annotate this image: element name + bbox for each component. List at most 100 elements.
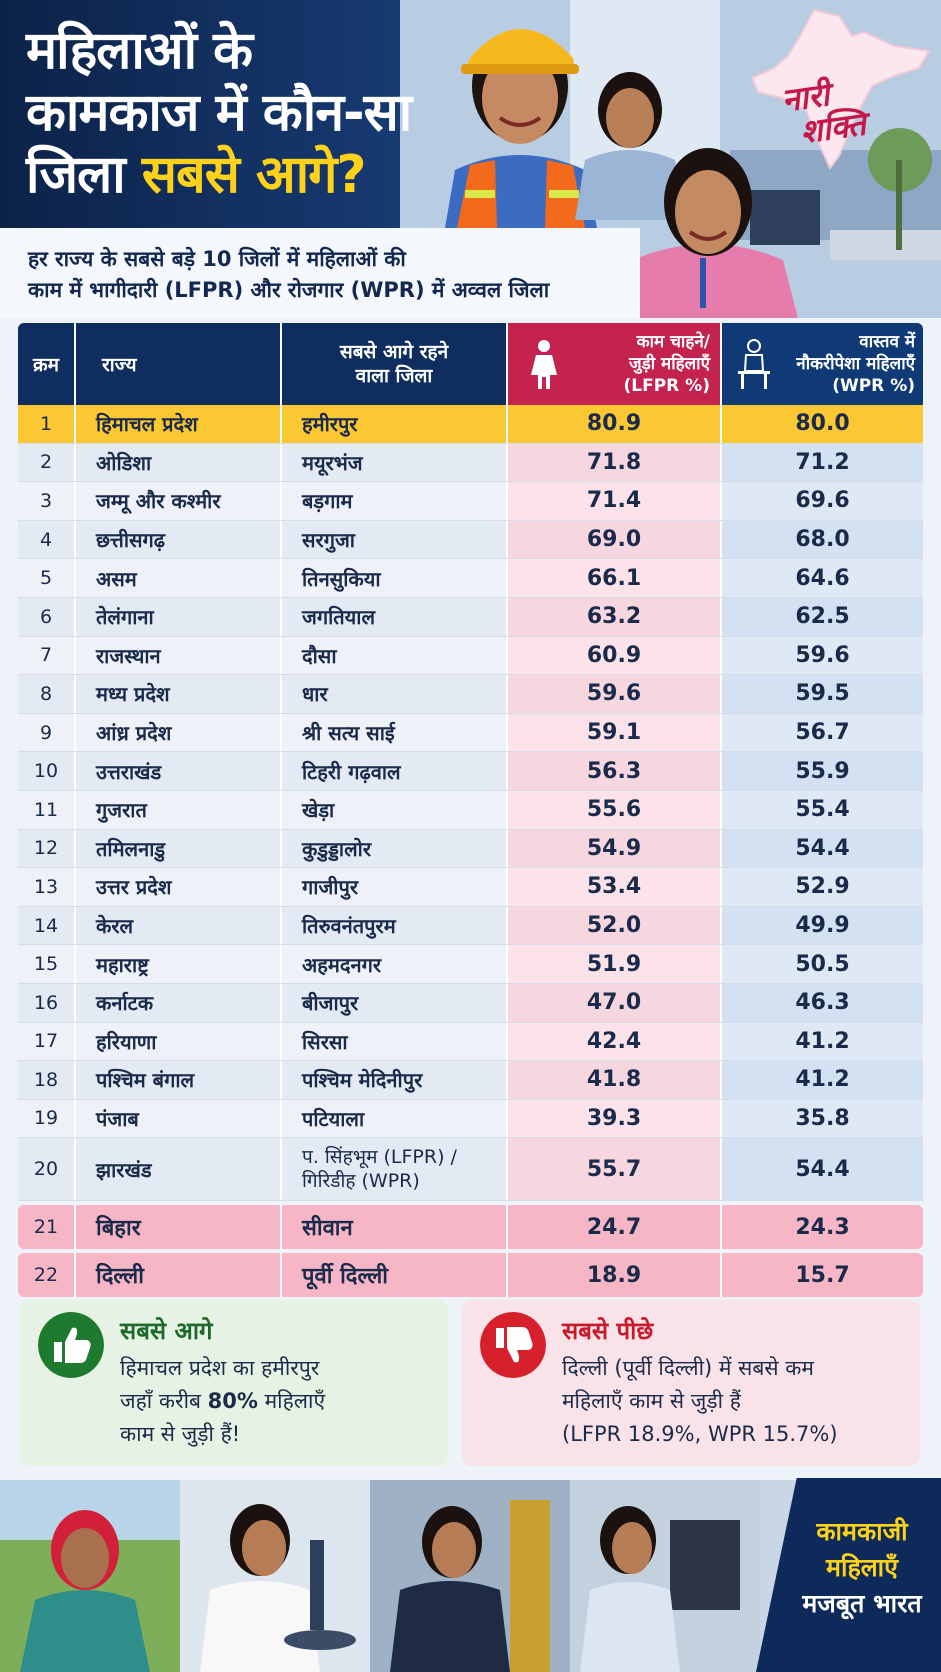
hero-banner: नारी शक्ति महिलाओं के कामकाज में कौन-सा … xyxy=(0,0,941,318)
state-cell: छत्तीसगढ़ xyxy=(76,520,282,559)
lfpr-cell: 52.0 xyxy=(508,906,722,945)
lfpr-cell: 18.9 xyxy=(508,1253,722,1298)
state-cell: पश्चिम बंगाल xyxy=(76,1061,282,1099)
table-row: 18 पश्चिम बंगाल पश्चिम मेदिनीपुर 41.8 41.2 xyxy=(18,1061,923,1100)
best-card-text: हिमाचल प्रदेश का हमीरपुर जहाँ करीब 80% म… xyxy=(120,1352,325,1451)
wpr-cell: 24.3 xyxy=(722,1205,923,1250)
title-highlight: सबसे आगे? xyxy=(141,145,367,205)
district-cell: श्री सत्य साई xyxy=(282,713,508,752)
wpr-cell: 54.4 xyxy=(722,1138,923,1201)
lfpr-cell: 39.3 xyxy=(508,1099,722,1138)
office-woman-illustration xyxy=(575,72,685,220)
title-line-3: जिला सबसे आगे? xyxy=(26,144,456,206)
lfpr-cell: 80.9 xyxy=(508,405,722,443)
scientist-microscope-illustration xyxy=(180,1480,370,1672)
district-cell: खेड़ा xyxy=(282,790,508,829)
worst-card-line3: (LFPR 18.9%, WPR 15.7%) xyxy=(562,1422,838,1446)
wpr-cell: 46.3 xyxy=(722,983,923,1022)
rank-cell: 5 xyxy=(18,559,76,597)
table-row: 11 गुजरात खेड़ा 55.6 55.4 xyxy=(18,790,923,830)
rank-cell: 12 xyxy=(18,829,76,868)
thumbs-up-icon xyxy=(38,1312,104,1378)
india-map-icon xyxy=(750,8,931,170)
woman-figure-icon xyxy=(531,340,557,389)
lfpr-cell: 53.4 xyxy=(508,868,722,906)
wpr-cell: 64.6 xyxy=(722,559,923,597)
lfpr-cell: 54.9 xyxy=(508,829,722,868)
district-cell: सीवान xyxy=(282,1205,508,1250)
rank-cell: 8 xyxy=(18,675,76,713)
rank-cell: 2 xyxy=(18,443,76,482)
lfpr-cell: 59.6 xyxy=(508,675,722,713)
table-row: 14 केरल तिरुवनंतपुरम 52.0 49.9 xyxy=(18,906,923,946)
lfpr-cell: 69.0 xyxy=(508,520,722,559)
lfpr-cell: 42.4 xyxy=(508,1022,722,1061)
wpr-cell: 41.2 xyxy=(722,1061,923,1099)
state-cell: ओडिशा xyxy=(76,443,282,482)
header-rank: क्रम xyxy=(18,323,76,405)
lfpr-cell: 55.6 xyxy=(508,790,722,829)
district-cell: कुडुड्डालोर xyxy=(282,829,508,868)
table-row: 3 जम्मू और कश्मीर बड़गाम 71.4 69.6 xyxy=(18,482,923,521)
state-cell: राजस्थान xyxy=(76,636,282,675)
worst-card-title: सबसे पीछे xyxy=(562,1317,654,1345)
table-row: 4 छत्तीसगढ़ सरगुजा 69.0 68.0 xyxy=(18,520,923,560)
district-cell: जगतियाल xyxy=(282,597,508,636)
page-title: महिलाओं के कामकाज में कौन-सा जिला सबसे आ… xyxy=(26,20,456,206)
rank-cell: 4 xyxy=(18,520,76,559)
best-card-line1: हिमाचल प्रदेश का हमीरपुर xyxy=(120,1356,320,1380)
best-card-line2-pre: जहाँ करीब xyxy=(120,1389,208,1413)
lfpr-cell: 71.8 xyxy=(508,443,722,482)
thumbs-down-icon xyxy=(480,1312,546,1378)
state-cell: झारखंड xyxy=(76,1138,282,1201)
engineer-woman-illustration xyxy=(370,1480,570,1672)
rank-cell: 16 xyxy=(18,983,76,1022)
table-row: 2 ओडिशा मयूरभंज 71.8 71.2 xyxy=(18,443,923,483)
header-lfpr: काम चाहने/ जुड़ी महिलाएँ (LFPR %) xyxy=(508,323,722,405)
district-cell: पटियाला xyxy=(282,1099,508,1138)
state-cell: महाराष्ट्र xyxy=(76,945,282,983)
worst-district-card: सबसे पीछे दिल्ली (पूर्वी दिल्ली) में सबस… xyxy=(462,1300,920,1466)
wpr-cell: 50.5 xyxy=(722,945,923,983)
rank-cell: 13 xyxy=(18,868,76,906)
lowest-rows: 21 बिहार सीवान 24.7 24.3 22 दिल्ली पूर्वी दिल्ल… xyxy=(18,1205,923,1298)
state-cell: आंध्र प्रदेश xyxy=(76,713,282,752)
title-line-3-text: जिला xyxy=(26,145,142,205)
header-wpr-line3: (WPR %) xyxy=(832,376,915,396)
district-cell: तिनसुकिया xyxy=(282,559,508,597)
state-cell: तेलंगाना xyxy=(76,597,282,636)
table-row: 13 उत्तर प्रदेश गाजीपुर 53.4 52.9 xyxy=(18,868,923,907)
district-ranking-table: क्रम राज्य सबसे आगे रहने वाला जिला काम च… xyxy=(18,323,923,1298)
district-cell: तिरुवनंतपुरम xyxy=(282,906,508,945)
district-cell: धार xyxy=(282,675,508,713)
header-lfpr-line1: काम चाहने/ xyxy=(636,332,710,352)
wpr-cell: 49.9 xyxy=(722,906,923,945)
state-cell: गुजरात xyxy=(76,790,282,829)
wpr-cell: 52.9 xyxy=(722,868,923,906)
best-card-line2-post: महिलाएँ xyxy=(257,1389,326,1413)
table-row: 7 राजस्थान दौसा 60.9 59.6 xyxy=(18,636,923,676)
wpr-cell: 69.6 xyxy=(722,482,923,520)
district-cell: गाजीपुर xyxy=(282,868,508,906)
title-line-1: महिलाओं के xyxy=(26,21,253,81)
badge-line2: महिलाएँ xyxy=(826,1553,898,1582)
state-cell: तमिलनाडु xyxy=(76,829,282,868)
table-row: 6 तेलंगाना जगतियाल 63.2 62.5 xyxy=(18,597,923,637)
header-wpr: वास्तव में नौकरीपेशा महिलाएँ (WPR %) xyxy=(722,323,923,405)
rank-cell: 6 xyxy=(18,597,76,636)
wpr-cell: 55.4 xyxy=(722,790,923,829)
rank-cell: 22 xyxy=(18,1253,76,1298)
state-cell: उत्तर प्रदेश xyxy=(76,868,282,906)
rank-cell: 20 xyxy=(18,1138,76,1201)
rank-cell: 3 xyxy=(18,482,76,520)
wpr-cell: 80.0 xyxy=(722,405,923,443)
wpr-cell: 59.6 xyxy=(722,636,923,675)
table-row: 9 आंध्र प्रदेश श्री सत्य साई 59.1 56.7 xyxy=(18,713,923,753)
table-row: 19 पंजाब पटियाला 39.3 35.8 xyxy=(18,1099,923,1139)
table-row-lowest: 22 दिल्ली पूर्वी दिल्ली 18.9 15.7 xyxy=(18,1253,923,1298)
wpr-cell: 71.2 xyxy=(722,443,923,482)
table-row: 12 तमिलनाडु कुडुड्डालोर 54.9 54.4 xyxy=(18,829,923,869)
state-cell: मध्य प्रदेश xyxy=(76,675,282,713)
header-lfpr-line2: जुड़ी महिलाएँ xyxy=(629,354,710,374)
rank-cell: 9 xyxy=(18,713,76,752)
